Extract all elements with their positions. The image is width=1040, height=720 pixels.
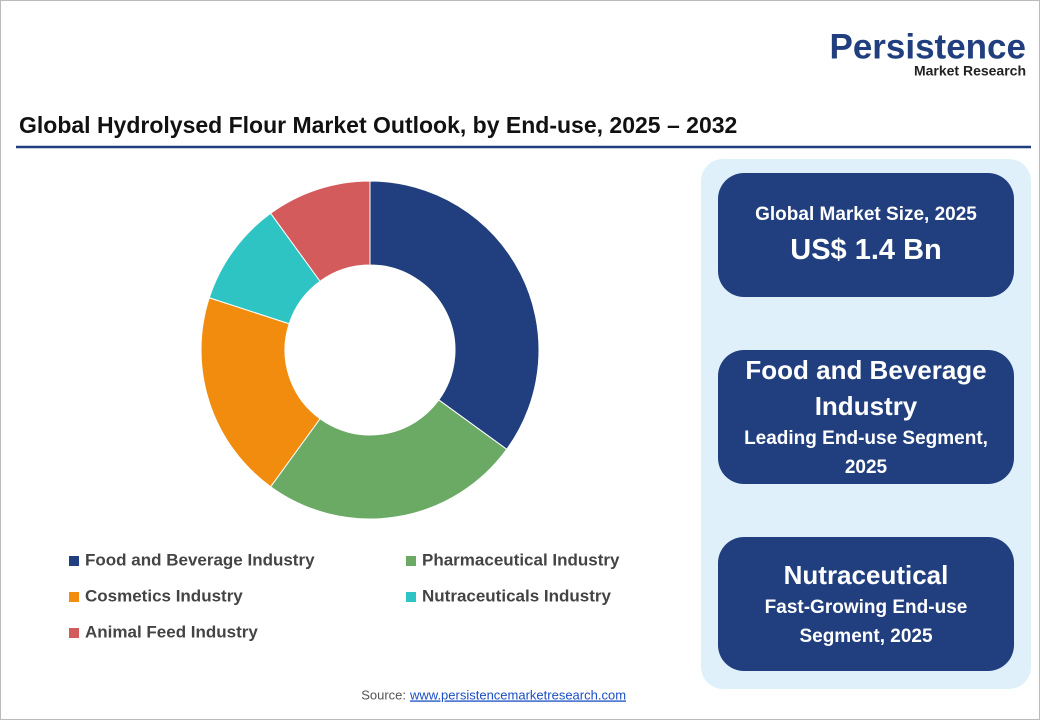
logo-tagline: Market Research (914, 63, 1026, 79)
legend-swatch (69, 628, 79, 638)
legend-label: Nutraceuticals Industry (422, 586, 611, 605)
donut-slice (369, 180, 540, 451)
card-title: Food and Beverage Industry (745, 355, 987, 421)
donut-slice (269, 399, 508, 520)
legend-swatch (406, 592, 416, 602)
chart-title: Global Hydrolysed Flour Market Outlook, … (19, 112, 737, 138)
donut-slice (269, 180, 371, 282)
source-link[interactable]: www.persistencemarketresearch.com (409, 687, 626, 702)
card-title: Global Market Size, 2025 (755, 204, 977, 225)
legend-label: Animal Feed Industry (85, 622, 258, 641)
legend-swatch (69, 556, 79, 566)
card-value: US$ 1.4 Bn (790, 234, 942, 266)
card-subtitle: Leading End-use Segment, 2025 (744, 428, 988, 478)
card-subtitle: Fast-Growing End-use Segment, 2025 (764, 597, 968, 647)
source-label: Source: (361, 687, 406, 702)
card: Food and Beverage Industry Leading End-u… (718, 350, 1014, 484)
logo-name: Persistence (829, 27, 1026, 66)
legend-label: Food and Beverage Industry (85, 550, 315, 569)
legend-label: Cosmetics Industry (85, 586, 243, 605)
card-title: Nutraceutical (783, 560, 949, 590)
legend-swatch (406, 556, 416, 566)
legend-swatch (69, 592, 79, 602)
legend-label: Pharmaceutical Industry (422, 550, 620, 569)
donut-slice (200, 297, 321, 488)
card: Global Market Size, 2025 US$ 1.4 Bn (718, 173, 1014, 297)
card: Nutraceutical Fast-Growing End-use Segme… (718, 537, 1014, 671)
